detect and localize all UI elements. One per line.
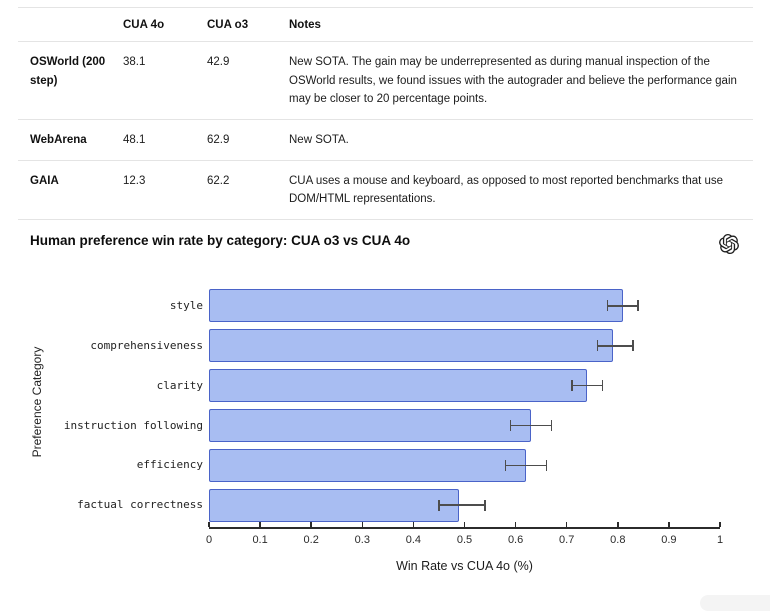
x-axis-line bbox=[209, 527, 720, 529]
benchmark-table: CUA 4o CUA o3 Notes OSWorld (200 step) 3… bbox=[18, 7, 753, 220]
error-bar-clarity bbox=[571, 384, 603, 387]
cua-4o-score: 12.3 bbox=[123, 160, 207, 220]
bar-efficiency bbox=[209, 448, 526, 482]
x-tick bbox=[463, 521, 466, 527]
notes-cell: New SOTA. bbox=[289, 119, 753, 161]
x-tick bbox=[259, 521, 261, 527]
error-bar-comprehensiveness bbox=[597, 345, 634, 347]
cua-o3-score: 62.9 bbox=[207, 119, 289, 161]
x-tick bbox=[208, 521, 210, 527]
bar-clarity bbox=[209, 369, 588, 403]
error-bar-cap bbox=[550, 419, 553, 431]
benchmark-name: WebArena bbox=[18, 119, 123, 161]
header-benchmark bbox=[18, 7, 123, 42]
error-bar-cap bbox=[504, 459, 507, 471]
error-bar-instruction-following bbox=[510, 424, 552, 427]
table-row: OSWorld (200 step) 38.1 42.9 New SOTA. T… bbox=[18, 41, 753, 120]
x-tick bbox=[361, 521, 364, 527]
x-tick-label: 0.3 bbox=[354, 534, 370, 546]
category-label-factual-correctness: factual correctness bbox=[77, 498, 203, 512]
notes-cell: CUA uses a mouse and keyboard, as oppose… bbox=[289, 160, 753, 220]
chart-title: Human preference win rate by category: C… bbox=[30, 233, 411, 248]
x-tick-label: 0.7 bbox=[559, 534, 575, 546]
table-header-row: CUA 4o CUA o3 Notes bbox=[18, 7, 753, 42]
error-bar-cap bbox=[438, 499, 440, 511]
x-tick bbox=[514, 521, 517, 527]
cua-o3-score: 42.9 bbox=[207, 41, 289, 120]
x-tick bbox=[565, 521, 568, 527]
x-tick bbox=[668, 521, 670, 527]
error-bar-cap bbox=[545, 459, 547, 471]
x-tick bbox=[412, 521, 415, 527]
error-bar-cap bbox=[601, 380, 604, 392]
cua-4o-score: 48.1 bbox=[123, 119, 207, 161]
error-bar-cap bbox=[596, 340, 599, 352]
error-bar-cap bbox=[606, 300, 609, 312]
error-bar-style bbox=[607, 305, 639, 307]
x-tick-label: 0.6 bbox=[507, 534, 524, 546]
openai-logo-icon bbox=[719, 234, 739, 255]
error-bar-efficiency bbox=[505, 464, 547, 466]
x-tick-label: 0.8 bbox=[610, 534, 626, 546]
x-tick-label: 0.1 bbox=[252, 534, 268, 546]
x-tick bbox=[617, 521, 619, 527]
error-bar-cap bbox=[484, 499, 486, 511]
header-notes: Notes bbox=[289, 7, 753, 42]
x-tick-label: 0 bbox=[205, 534, 213, 546]
category-labels: style comprehensiveness clarity instruction… bbox=[0, 286, 203, 525]
category-label-comprehensiveness: comprehensiveness bbox=[90, 338, 203, 352]
table-row: WebArena 48.1 62.9 New SOTA. bbox=[18, 119, 753, 161]
benchmark-name: GAIA bbox=[18, 160, 123, 220]
x-tick-label: 1 bbox=[716, 534, 724, 546]
x-tick bbox=[719, 521, 721, 527]
notes-cell: New SOTA. The gain may be underrepresent… bbox=[289, 41, 753, 120]
error-bar-cap bbox=[632, 340, 634, 352]
header-cua-o3: CUA o3 bbox=[207, 7, 289, 42]
cua-4o-score: 38.1 bbox=[123, 41, 207, 120]
cua-o3-score: 62.2 bbox=[207, 160, 289, 220]
bar-factual-correctness bbox=[209, 488, 460, 522]
category-label-style: style bbox=[169, 299, 203, 312]
benchmark-name: OSWorld (200 step) bbox=[18, 41, 123, 120]
x-tick-label: 0.9 bbox=[661, 534, 677, 546]
category-label-efficiency: efficiency bbox=[136, 458, 203, 472]
error-bar-cap bbox=[637, 300, 639, 312]
category-label-clarity: clarity bbox=[156, 378, 203, 392]
bar-style bbox=[209, 289, 623, 323]
error-bar-cap bbox=[571, 380, 573, 392]
table-row: GAIA 12.3 62.2 CUA uses a mouse and keyb… bbox=[18, 160, 753, 220]
x-tick-label: 0.4 bbox=[405, 534, 422, 546]
category-label-instruction-following: instruction following bbox=[63, 418, 203, 432]
bar-instruction-following bbox=[209, 408, 531, 442]
header-cua-4o: CUA 4o bbox=[123, 7, 207, 42]
error-bar-factual-correctness bbox=[438, 504, 485, 506]
bar-plot-area bbox=[209, 286, 720, 525]
x-axis-title: Win Rate vs CUA 4o (%) bbox=[396, 559, 533, 573]
bottom-right-pill bbox=[700, 595, 770, 611]
bar-comprehensiveness bbox=[209, 329, 613, 363]
x-tick-label: 0.5 bbox=[456, 534, 473, 546]
error-bar-cap bbox=[509, 419, 512, 431]
x-tick bbox=[310, 521, 312, 527]
x-tick-label: 0.2 bbox=[303, 534, 319, 546]
